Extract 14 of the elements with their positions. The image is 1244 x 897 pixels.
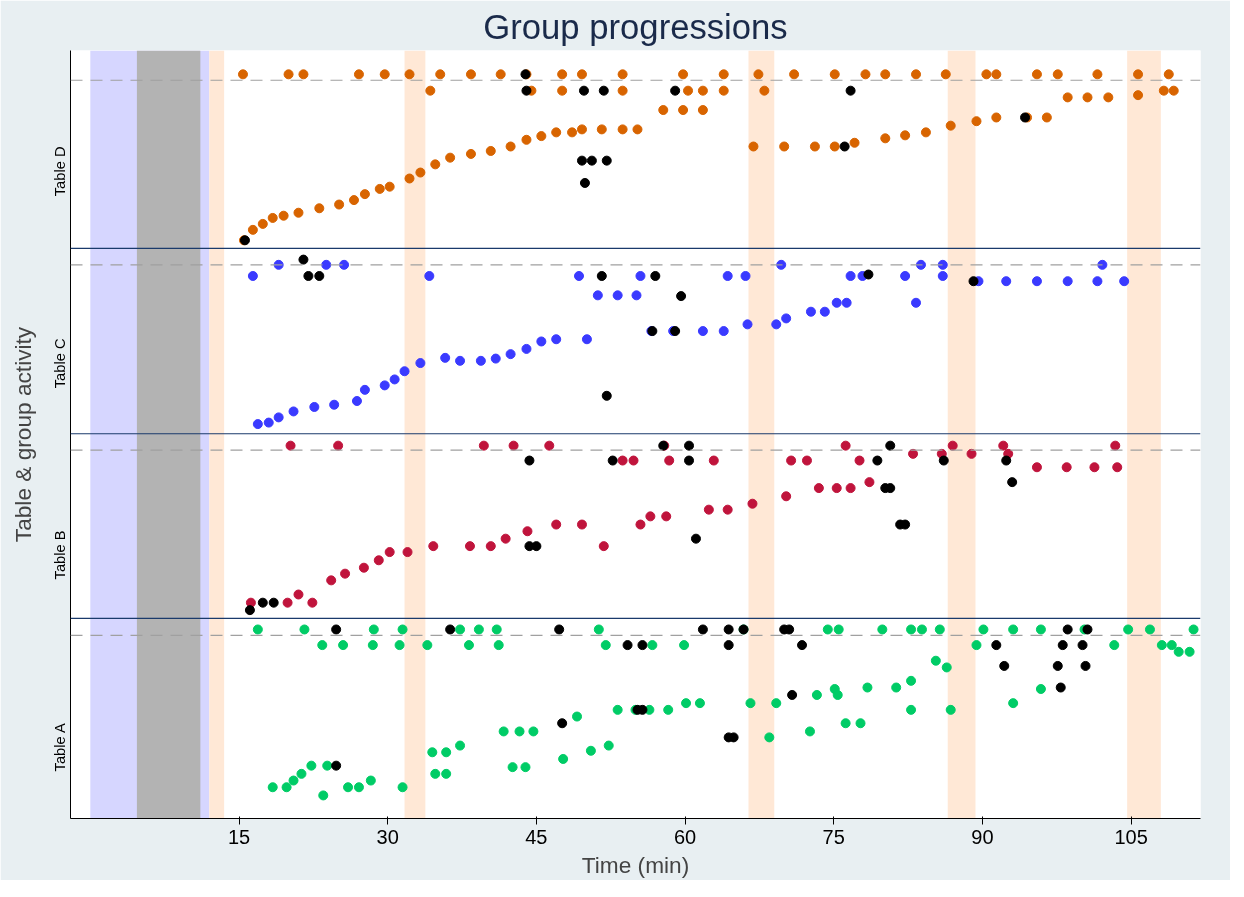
x-tick-label: 45 xyxy=(525,825,548,848)
chart-title: Group progressions xyxy=(483,7,788,46)
text: Table A xyxy=(51,723,68,772)
x-axis-title: Time (min) xyxy=(581,851,690,878)
x-tick-label: 15 xyxy=(227,825,251,848)
x-tick-label: 105 xyxy=(1114,825,1148,848)
text: Table D xyxy=(51,146,68,197)
text: Table B xyxy=(51,530,68,580)
x-tick-label: 60 xyxy=(673,825,697,848)
text: Table C xyxy=(51,338,68,389)
x-tick-label: 75 xyxy=(822,825,845,848)
y-axis-title: Table & group activity xyxy=(9,326,36,543)
x-tick-label: 30 xyxy=(376,825,399,848)
x-tick-label: 90 xyxy=(971,825,994,848)
